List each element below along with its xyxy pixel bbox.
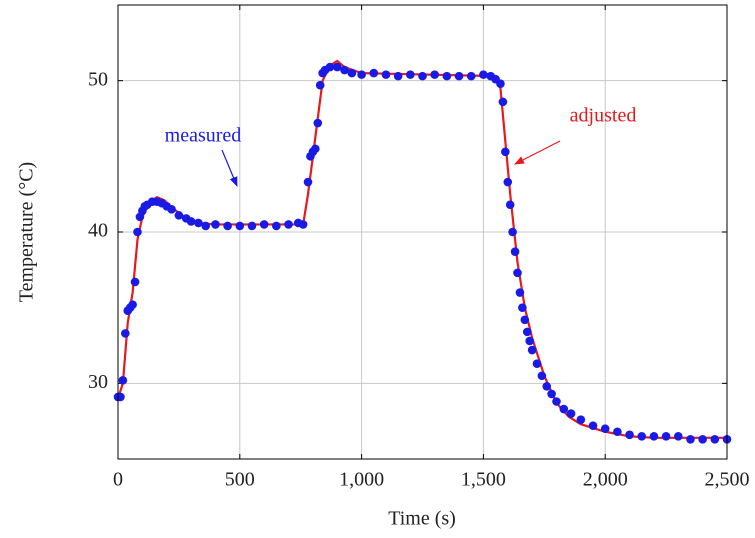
x-tick-label: 500 [225, 469, 255, 491]
data-point [272, 221, 281, 231]
data-point [223, 221, 232, 231]
x-tick-label: 2,500 [705, 469, 750, 491]
data-point [247, 221, 257, 231]
data-point [661, 432, 671, 441]
data-point [133, 227, 142, 237]
x-tick-label: 1,500 [461, 469, 506, 491]
data-point [186, 217, 196, 226]
data-point [259, 220, 269, 229]
data-point [637, 432, 647, 441]
data-point [496, 79, 505, 88]
data-point [710, 435, 720, 444]
data-point [698, 435, 707, 444]
data-point [625, 430, 634, 440]
annotation-arrow [514, 140, 561, 165]
data-point [649, 432, 659, 441]
data-point [235, 221, 245, 231]
data-point [201, 221, 210, 231]
data-point [466, 71, 476, 81]
y-tick-label: 40 [88, 220, 108, 242]
data-point [381, 70, 391, 79]
data-point [430, 70, 439, 79]
data-point [503, 177, 513, 187]
data-point [174, 211, 184, 220]
data-point [454, 71, 464, 81]
data-point [194, 218, 203, 228]
x-tick-label: 2,000 [583, 469, 628, 491]
data-point [325, 62, 335, 72]
data-point [532, 359, 542, 368]
data-point [501, 147, 510, 157]
data-point [116, 392, 125, 402]
data-point [167, 205, 176, 214]
data-point [527, 345, 537, 355]
x-tick-label: 0 [113, 469, 123, 491]
data-point [406, 70, 415, 79]
data-point [537, 371, 547, 381]
data-point [311, 144, 320, 154]
data-point [510, 247, 520, 256]
data-point [518, 303, 527, 312]
annotation-arrow [221, 149, 238, 187]
data-point [340, 65, 349, 75]
data-point [393, 71, 403, 81]
data-point [418, 71, 427, 81]
data-point [211, 220, 220, 229]
data-point [332, 62, 342, 72]
data-point [118, 376, 128, 385]
data-point [303, 177, 313, 187]
data-point [552, 397, 561, 406]
y-tick-label: 50 [88, 68, 108, 90]
data-point [542, 382, 552, 391]
annotation: measured [165, 125, 242, 147]
data-point [298, 220, 308, 229]
data-point [498, 97, 508, 107]
data-point [505, 200, 515, 210]
data-point [673, 432, 683, 441]
data-point [121, 329, 130, 338]
data-point [520, 315, 530, 325]
annotation: adjusted [570, 105, 637, 127]
data-point [515, 288, 525, 297]
x-tick-label: 1,000 [339, 469, 384, 491]
data-point [547, 389, 556, 399]
data-point [128, 300, 137, 309]
y-axis-label: Temperature (°C) [16, 162, 38, 302]
data-point [284, 220, 293, 229]
data-point [559, 404, 569, 414]
data-point [566, 409, 576, 418]
data-point [600, 424, 610, 434]
data-point [508, 227, 517, 237]
y-tick-label: 30 [88, 371, 108, 393]
data-point [130, 277, 140, 287]
data-point [442, 71, 452, 81]
data-point [315, 80, 325, 90]
data-point [525, 336, 534, 346]
plot-frame [117, 4, 728, 460]
data-point [686, 435, 695, 444]
x-axis-label: Time (s) [388, 508, 456, 530]
data-point [613, 427, 622, 437]
data-point [522, 327, 532, 337]
data-point [576, 415, 586, 424]
data-point [369, 68, 379, 78]
data-point [588, 421, 598, 431]
data-point [347, 68, 357, 78]
data-point [357, 70, 366, 79]
data-point [479, 70, 488, 79]
data-point [313, 118, 323, 128]
data-point [513, 268, 522, 278]
